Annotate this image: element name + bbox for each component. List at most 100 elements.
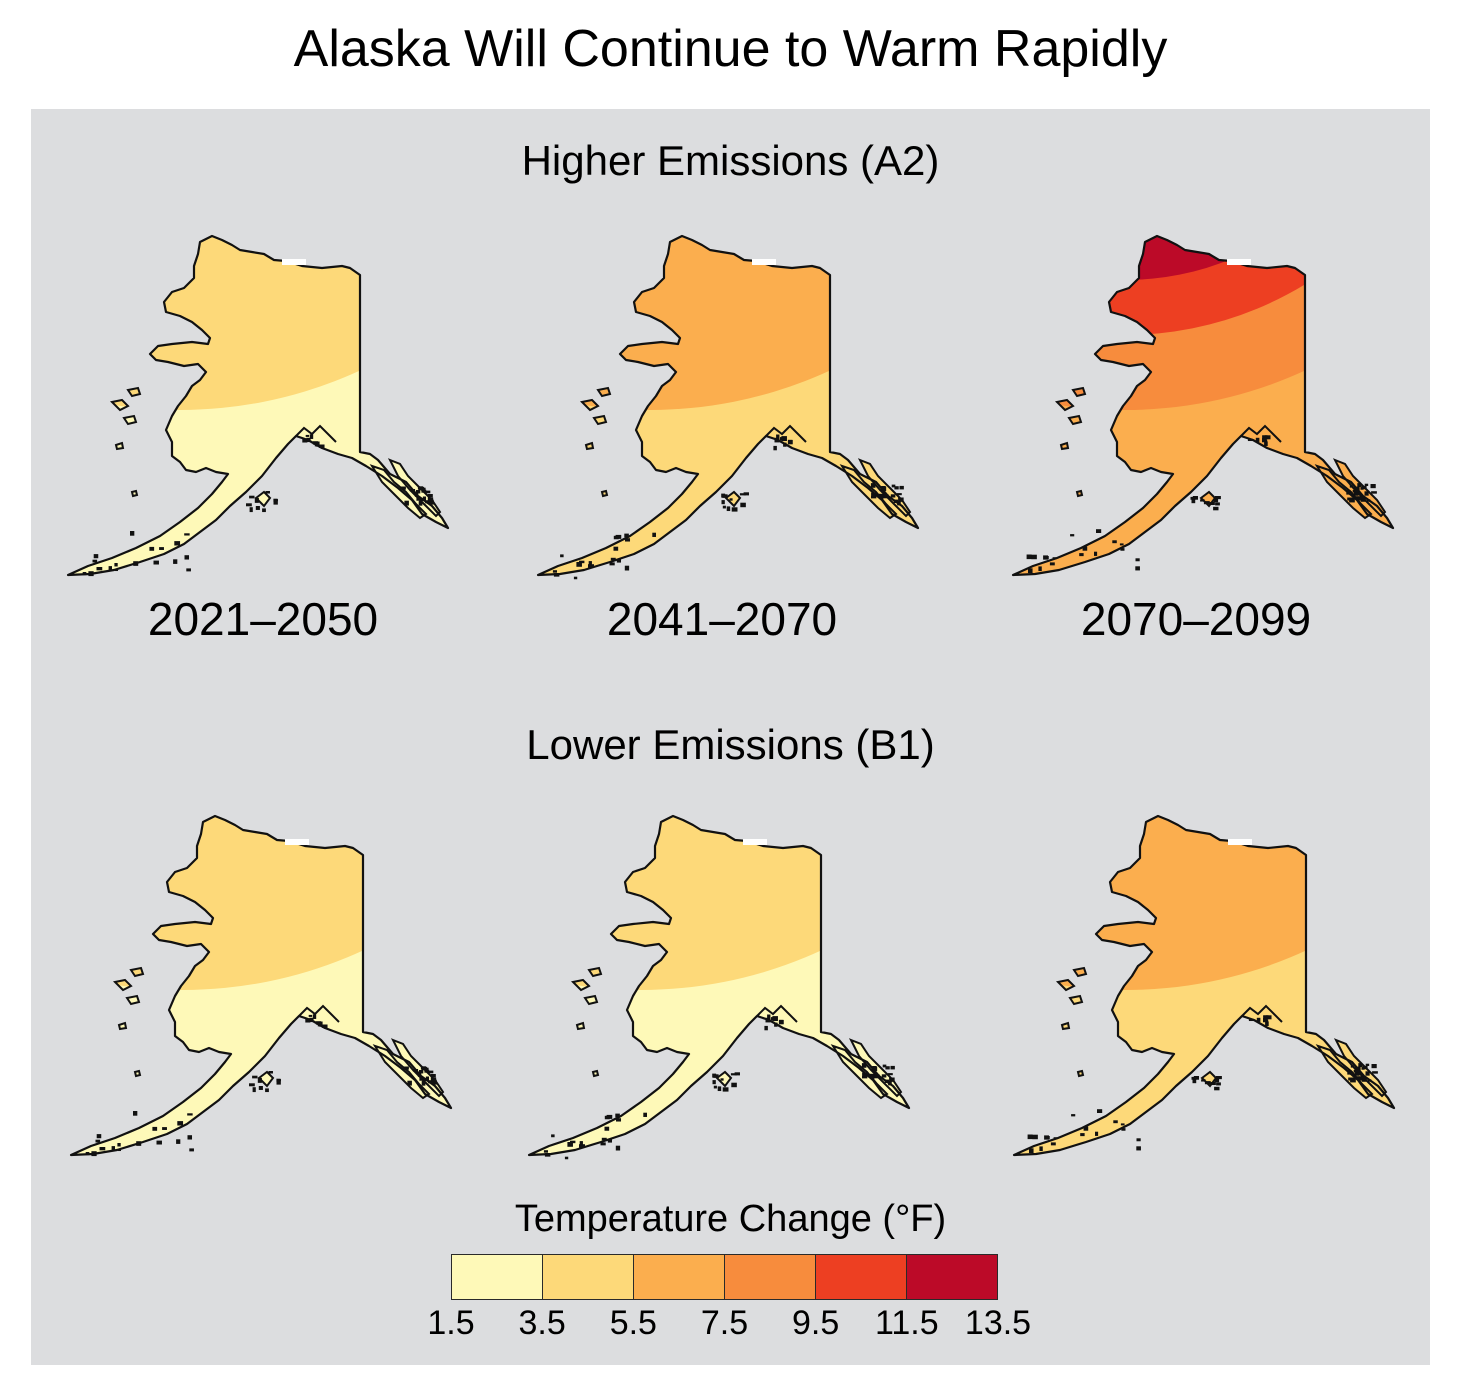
island-speck — [136, 1141, 142, 1146]
island-speck — [624, 533, 629, 538]
coastline — [536, 234, 920, 577]
island-speck — [114, 568, 119, 572]
island-speck — [712, 1073, 717, 1078]
island-outline — [117, 1021, 128, 1031]
island-speck — [409, 489, 416, 492]
island-speck — [616, 558, 622, 563]
island-speck — [189, 1148, 194, 1152]
island-speck — [544, 1153, 551, 1157]
island-outline — [570, 978, 591, 992]
alaska-map-higher-2041-2070 — [536, 234, 920, 580]
island-speck — [615, 1145, 621, 1151]
island-speck — [616, 1118, 622, 1122]
island-speck — [425, 490, 431, 494]
island-outline — [1068, 994, 1084, 1006]
island-speck — [414, 492, 419, 497]
island-speck — [613, 535, 619, 540]
island-speck — [130, 531, 135, 536]
island-outline — [369, 464, 428, 520]
island-speck — [579, 1141, 583, 1146]
island-speck — [1371, 1064, 1377, 1069]
island-speck — [881, 1074, 887, 1078]
island-speck — [187, 1135, 193, 1140]
island-speck — [85, 1152, 90, 1156]
map-zone — [1014, 816, 1394, 990]
island-outline — [1055, 978, 1076, 992]
island-speck — [543, 1150, 548, 1153]
island-speck — [889, 1077, 895, 1082]
island-speck — [731, 507, 738, 512]
island-speck — [1361, 1078, 1367, 1082]
island-speck — [419, 1070, 424, 1074]
island-speck — [117, 1143, 121, 1147]
island-speck — [258, 1086, 263, 1090]
island-speck — [152, 1126, 158, 1131]
island-speck — [774, 437, 780, 443]
legend-swatch — [634, 1254, 725, 1300]
island-speck — [573, 576, 578, 580]
island-speck — [421, 1080, 426, 1086]
island-speck — [861, 1063, 867, 1068]
island-speck — [1044, 556, 1049, 560]
period-label-2041-2070: 2041–2070 — [606, 593, 838, 645]
legend-tick: 3.5 — [518, 1304, 566, 1342]
island-speck — [1027, 1134, 1033, 1140]
island-speck — [899, 485, 904, 490]
island-speck — [1262, 437, 1267, 443]
island-speck — [1120, 548, 1125, 551]
island-speck — [1358, 1063, 1363, 1068]
island-speck — [1210, 1082, 1216, 1086]
island-outline — [600, 489, 609, 498]
legend-tick: 13.5 — [964, 1304, 1032, 1342]
island-speck — [1368, 1079, 1372, 1082]
sea-ice-patch — [1227, 259, 1251, 265]
island-speck — [430, 1074, 436, 1078]
island-speck — [276, 1079, 281, 1085]
island-speck — [781, 436, 787, 442]
island-speck — [713, 1085, 717, 1089]
island-outline — [130, 489, 139, 498]
island-speck — [255, 506, 260, 510]
island-speck — [880, 486, 887, 491]
island-speck — [265, 491, 270, 494]
legend-color-bar — [451, 1254, 998, 1300]
island-speck — [722, 505, 726, 509]
coastline — [1241, 1004, 1283, 1023]
sea-ice-patch — [282, 259, 306, 265]
island-speck — [739, 493, 746, 496]
island-speck — [896, 493, 902, 496]
island-speck — [117, 1148, 122, 1152]
island-speck — [186, 568, 191, 572]
legend-title: Temperature Change (°F) — [514, 1198, 947, 1240]
island-speck — [95, 1139, 101, 1143]
island-speck — [613, 546, 619, 551]
island-speck — [249, 507, 253, 513]
island-speck — [1031, 554, 1037, 560]
island-speck — [1360, 486, 1364, 490]
island-outline — [114, 441, 125, 451]
island-speck — [871, 1066, 878, 1071]
island-outline — [129, 966, 145, 978]
island-speck — [779, 1019, 784, 1025]
island-speck — [1367, 499, 1371, 502]
island-speck — [1364, 491, 1369, 496]
alaska-map-lower-2041-2070 — [527, 814, 911, 1160]
island-speck — [717, 1086, 722, 1092]
island-speck — [652, 532, 657, 537]
island-outline — [1054, 398, 1075, 412]
island-speck — [1053, 1137, 1058, 1140]
island-speck — [418, 500, 423, 506]
island-speck — [257, 1077, 262, 1083]
island-speck — [564, 1156, 569, 1160]
island-speck — [1264, 435, 1271, 440]
legend-swatch — [543, 1254, 634, 1300]
island-speck — [407, 1080, 412, 1086]
island-speck — [312, 1014, 317, 1019]
island-speck — [309, 434, 314, 439]
island-speck — [96, 567, 103, 571]
island-speck — [1353, 486, 1360, 491]
island-speck — [1049, 562, 1055, 566]
island-speck — [1365, 1071, 1370, 1076]
island-speck — [894, 486, 899, 490]
island-speck — [108, 566, 113, 570]
